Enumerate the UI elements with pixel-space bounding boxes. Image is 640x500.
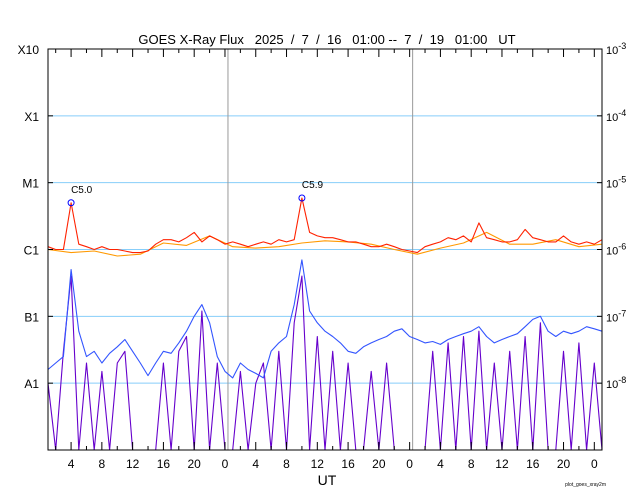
x-tick-label: 12 [311,457,325,471]
series-line-short-primary [47,259,603,379]
x-tick-label: 20 [557,457,571,471]
right-tick-label: 10-4 [606,108,626,124]
x-tick-label: 8 [99,457,106,471]
x-tick-label: 12 [495,457,509,471]
y-tick-label-X10: X10 [18,43,40,57]
y-tick-label-M1: M1 [22,177,39,191]
right-tick-label: 10-7 [606,308,626,324]
right-tick-exponent: -6 [618,242,626,252]
x-tick-label: 8 [468,457,475,471]
right-tick-base: 10 [606,179,618,191]
x-tick-label: 8 [283,457,290,471]
flare-marker [67,199,75,207]
flare-marker [298,194,306,202]
x-tick-label: 16 [341,457,355,471]
right-tick-base: 10 [606,312,618,324]
x-axis-label: UT [318,472,337,488]
y-tick-label-C1: C1 [24,244,40,258]
flare-label: C5.0 [71,185,93,196]
y-tick-label-A1: A1 [24,377,39,391]
flare-label: C5.9 [302,180,324,191]
x-tick-label: 0 [406,457,413,471]
x-tick-label: 20 [372,457,386,471]
x-tick-label: 16 [157,457,171,471]
right-tick-exponent: -4 [618,108,626,118]
right-tick-base: 10 [606,379,618,391]
right-tick-base: 10 [606,246,618,258]
series-line-long-secondary [47,231,603,257]
x-tick-label: 4 [68,457,75,471]
right-tick-label: 10-3 [606,41,626,57]
x-tick-label: 0 [222,457,229,471]
chart-title: GOES X-Ray Flux 2025 / 7 / 16 01:00 -- 7… [138,32,515,47]
right-tick-base: 10 [606,112,618,124]
x-tick-label: 0 [591,457,598,471]
right-tick-base: 10 [606,45,618,57]
y-tick-label-B1: B1 [24,310,39,324]
right-tick-label: 10-5 [606,175,626,191]
x-tick-label: 12 [126,457,140,471]
right-tick-label: 10-8 [606,375,626,391]
x-tick-label: 4 [437,457,444,471]
series-line-long-primary [47,197,603,254]
y-tick-label-X1: X1 [24,110,39,124]
right-tick-label: 10-6 [606,242,626,258]
right-tick-exponent: -3 [618,41,626,51]
x-tick-label: 20 [188,457,202,471]
x-tick-label: 4 [252,457,259,471]
right-tick-exponent: -7 [618,308,626,318]
footer-label: plot_goes_xray2m [565,482,606,488]
plot-frame [47,48,603,451]
x-tick-label: 16 [526,457,540,471]
right-tick-exponent: -8 [618,375,626,385]
right-tick-exponent: -5 [618,175,626,185]
series-line-short-secondary [47,275,603,451]
